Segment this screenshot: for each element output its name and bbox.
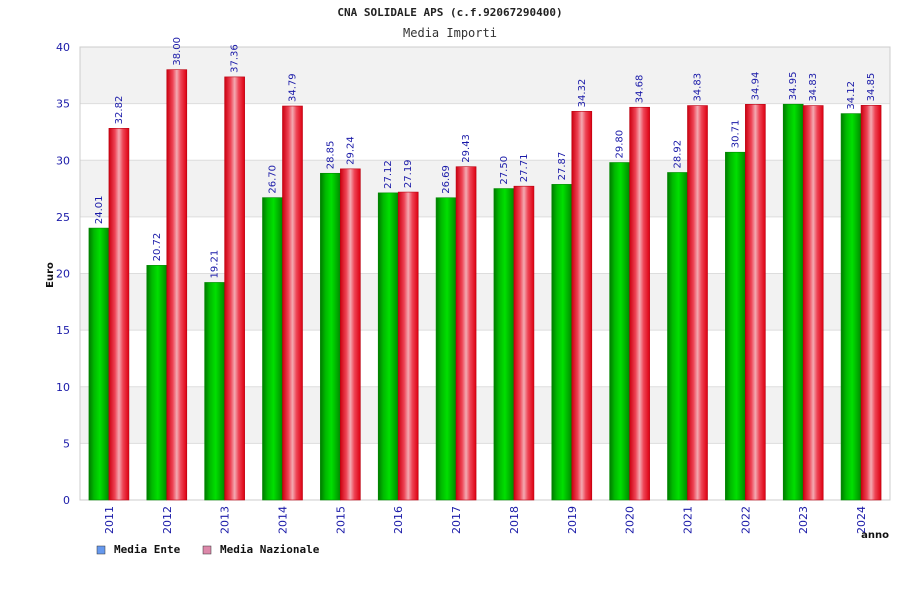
value-label: 19.21	[210, 250, 221, 279]
value-label: 29.80	[615, 130, 626, 159]
value-label: 34.68	[635, 75, 646, 104]
y-axis-ticks: 0 5 10 15 20 25 30 35 40	[56, 41, 70, 507]
value-label: 24.01	[94, 195, 105, 224]
bar-media-ente-2021	[667, 172, 688, 501]
x-tick-label: 2012	[161, 506, 174, 534]
bar-media-ente-2013	[204, 282, 225, 501]
y-tick-label: 35	[56, 98, 70, 111]
value-label: 27.12	[383, 160, 394, 189]
chart-title: CNA SOLIDALE APS (c.f.92067290400)	[337, 6, 562, 19]
x-axis-label: anno	[861, 530, 889, 541]
x-tick-label: 2011	[103, 506, 116, 534]
value-label: 28.85	[325, 141, 336, 170]
x-tick-label: 2013	[219, 506, 232, 534]
bar-media-nazionale-2012	[166, 69, 188, 501]
x-tick-label: 2015	[334, 506, 347, 534]
bars	[88, 69, 882, 501]
bar-media-ente-2023	[782, 103, 804, 501]
legend-swatch-media-nazionale	[202, 545, 212, 555]
x-tick-label: 2024	[855, 506, 868, 534]
bar-media-nazionale-2018	[513, 185, 535, 501]
value-label: 26.70	[268, 165, 279, 194]
y-tick-label: 10	[56, 381, 70, 394]
bar-media-nazionale-2020	[629, 106, 650, 501]
bar-media-ente-2014	[262, 197, 283, 501]
bar-media-nazionale-2019	[571, 111, 593, 501]
x-axis-ticks: 2011 2012 2013 2014 2015 2016 2017 2018 2019 2020…	[103, 506, 868, 534]
value-label: 27.71	[519, 154, 530, 183]
y-tick-label: 0	[63, 494, 70, 507]
y-tick-label: 15	[56, 324, 70, 337]
value-labels: 24.01 32.82 20.72 38.00 19.21 37.36 26.70 34.79…	[94, 37, 877, 278]
bar-media-ente-2012	[146, 265, 168, 501]
y-axis-label: Euro	[45, 262, 56, 288]
value-label: 30.71	[730, 120, 741, 149]
grid-band	[80, 47, 890, 104]
x-tick-label: 2017	[450, 506, 463, 534]
x-tick-label: 2022	[739, 506, 752, 534]
value-label: 27.87	[557, 152, 568, 181]
bar-media-ente-2011	[88, 227, 110, 501]
value-label: 34.95	[788, 72, 799, 101]
legend-label-media-nazionale: Media Nazionale	[220, 543, 320, 556]
value-label: 34.83	[693, 73, 704, 102]
bar-media-nazionale-2021	[687, 105, 708, 501]
value-label: 29.24	[345, 136, 356, 165]
x-tick-label: 2016	[392, 506, 405, 534]
grid-band	[80, 386, 890, 444]
value-label: 26.69	[441, 165, 452, 194]
bar-media-nazionale-2022	[745, 104, 766, 501]
legend-swatch-media-ente	[96, 545, 106, 555]
bar-media-nazionale-2016	[397, 191, 419, 501]
bar-media-nazionale-2023	[802, 105, 824, 501]
bar-media-nazionale-2017	[455, 166, 477, 501]
bar-media-nazionale-2011	[108, 128, 130, 501]
bar-media-ente-2022	[725, 151, 746, 501]
x-tick-label: 2018	[508, 506, 521, 534]
bar-media-nazionale-2013	[224, 76, 245, 501]
x-tick-label: 2014	[277, 506, 290, 534]
value-label: 34.32	[577, 79, 588, 108]
x-tick-label: 2023	[797, 506, 810, 534]
grid-band	[80, 273, 890, 331]
x-tick-label: 2021	[682, 506, 695, 534]
x-tick-label: 2020	[624, 506, 637, 534]
value-label: 38.00	[172, 37, 183, 66]
chart-subtitle: Media Importi	[403, 26, 497, 40]
grid-band	[80, 160, 890, 217]
value-label: 34.79	[288, 73, 299, 102]
y-tick-label: 5	[63, 437, 70, 450]
value-label: 29.43	[461, 134, 472, 163]
value-label: 27.19	[403, 159, 414, 188]
bar-media-nazionale-2014	[282, 105, 303, 501]
value-label: 27.50	[499, 156, 510, 185]
value-label: 20.72	[152, 233, 163, 262]
bar-media-ente-2016	[377, 192, 399, 501]
y-tick-label: 20	[56, 268, 70, 281]
value-label: 34.83	[808, 73, 819, 102]
value-label: 32.82	[114, 96, 125, 125]
value-label: 34.94	[750, 72, 761, 101]
plot-border	[79, 46, 891, 501]
bar-media-ente-2017	[435, 197, 457, 501]
value-label: 34.85	[866, 73, 877, 102]
value-label: 37.36	[230, 44, 241, 73]
bar-media-ente-2015	[320, 172, 341, 501]
value-label: 34.12	[846, 81, 857, 110]
legend: Media Ente Media Nazionale	[96, 543, 320, 556]
bar-media-ente-2018	[493, 188, 515, 501]
y-tick-label: 30	[56, 154, 70, 167]
y-tick-label: 40	[56, 41, 70, 54]
bar-media-nazionale-2015	[340, 168, 361, 501]
bar-media-nazionale-2024	[860, 105, 882, 501]
bar-media-ente-2019	[551, 184, 573, 501]
bar-media-ente-2020	[609, 162, 630, 501]
bar-media-ente-2024	[840, 113, 862, 501]
x-tick-label: 2019	[566, 506, 579, 534]
y-tick-label: 25	[56, 211, 70, 224]
legend-label-media-ente: Media Ente	[114, 543, 181, 556]
value-label: 28.92	[673, 140, 684, 169]
